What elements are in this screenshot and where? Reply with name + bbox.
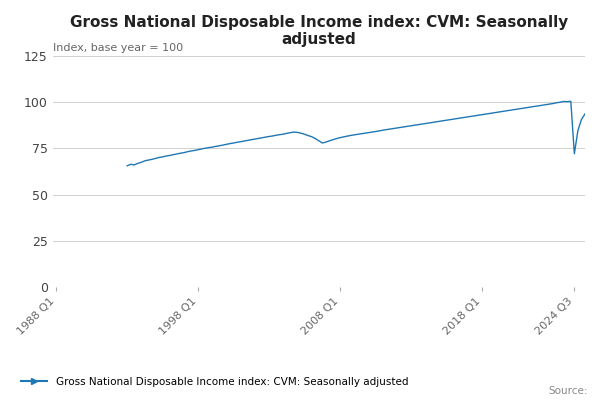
- Text: Source:: Source:: [548, 386, 588, 396]
- Legend: Gross National Disposable Income index: CVM: Seasonally adjusted: Gross National Disposable Income index: …: [17, 372, 412, 391]
- Title: Gross National Disposable Income index: CVM: Seasonally
adjusted: Gross National Disposable Income index: …: [70, 15, 568, 47]
- Text: Index, base year = 100: Index, base year = 100: [53, 43, 183, 53]
